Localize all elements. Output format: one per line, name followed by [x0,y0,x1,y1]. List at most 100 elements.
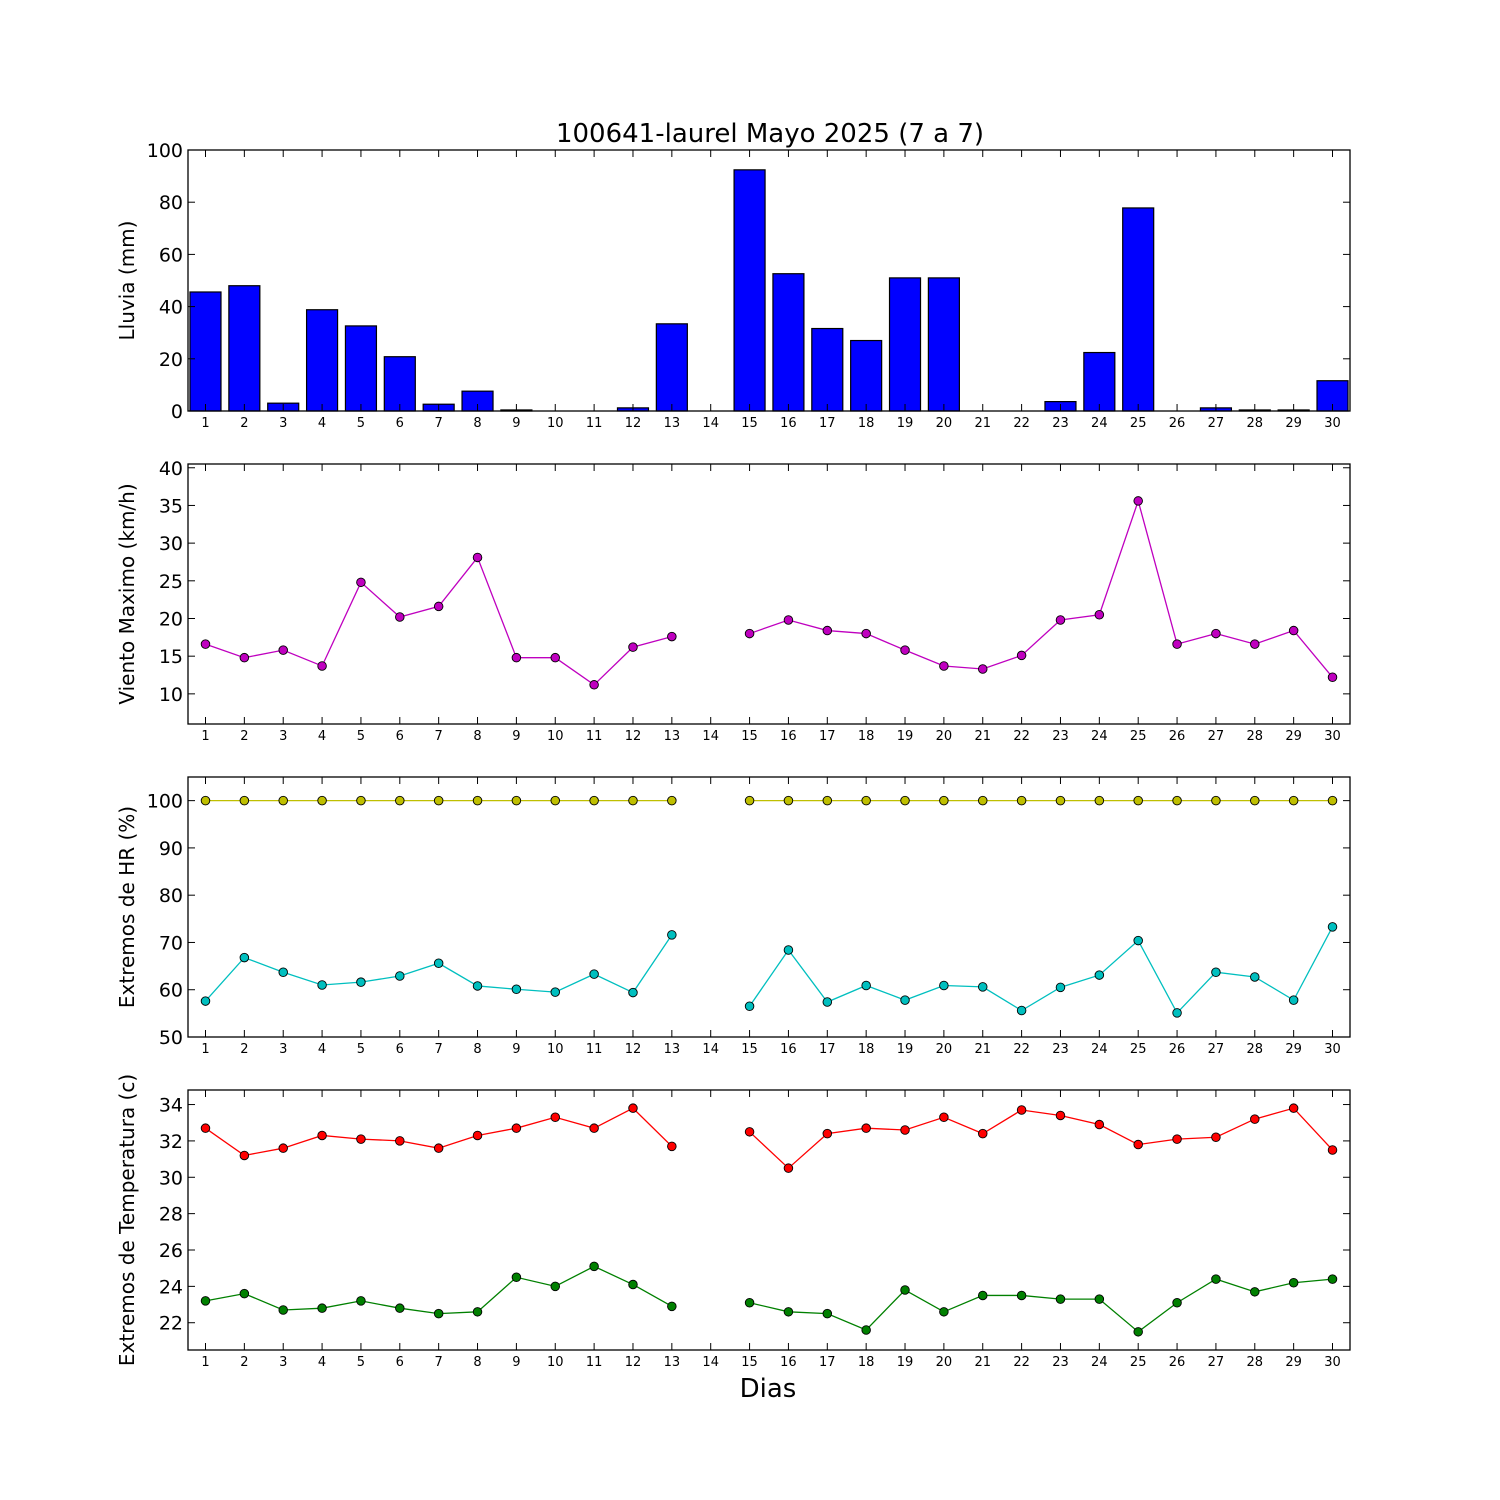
x-tick-label: 20 [936,1355,953,1370]
series-line [749,926,1334,1014]
data-point [1172,1134,1182,1144]
x-tick-label: 9 [512,729,520,744]
data-point [628,642,638,652]
data-point [1055,1110,1066,1121]
data-point [900,645,910,655]
bar [772,273,805,412]
x-tick-label: 27 [1208,729,1225,744]
series-line [749,1107,1333,1170]
x-tick-label: 4 [318,1042,326,1057]
data-point [628,1279,638,1290]
data-point [783,615,794,625]
x-tick-label: 3 [279,1355,287,1370]
data-point [1133,1327,1143,1337]
data-point [1016,1005,1027,1016]
data-point [317,1130,327,1141]
y-tick-label: 0 [171,401,183,423]
data-point [239,952,250,963]
y-tick-label: 32 [159,1131,183,1153]
data-point [1055,615,1066,625]
data-point [900,1285,910,1295]
data-point [511,795,522,806]
x-tick-label: 13 [664,1355,681,1370]
x-tick-label: 11 [586,1355,603,1370]
y-tick-label: 30 [159,533,183,555]
data-point [783,945,794,955]
x-tick-label: 4 [318,729,326,744]
data-point [1094,1119,1105,1130]
x-tick-label: 15 [741,416,758,431]
data-point [395,795,405,806]
x-tick-label: 23 [1052,729,1069,744]
x-tick-label: 3 [279,729,287,744]
x-tick-label: 29 [1285,729,1302,744]
bar [189,291,222,412]
data-point [1288,795,1299,806]
x-tick-label: 24 [1091,729,1108,744]
x-tick-label: 19 [897,1355,914,1370]
data-point [550,652,561,663]
x-tick-label: 5 [357,1355,365,1370]
data-point [200,1123,211,1133]
data-point [278,1143,288,1153]
bar [1122,207,1155,412]
data-point [628,795,638,806]
data-point [317,1303,327,1313]
y-axis-label: Viento Maximo (km/h) [115,483,139,704]
y-tick-label: 60 [159,244,183,266]
data-point [550,1112,561,1123]
data-point [667,1141,677,1152]
data-point [511,1272,522,1283]
data-point [861,1123,871,1133]
x-tick-label: 28 [1247,1355,1264,1370]
x-tick-label: 10 [547,1355,564,1370]
data-point [356,1296,366,1306]
data-point [200,795,211,806]
y-tick-label: 30 [159,1167,183,1189]
data-point [1133,795,1143,806]
axes-frame [187,1089,1351,1351]
x-tick-label: 8 [473,729,481,744]
x-tick-label: 17 [819,1042,836,1057]
data-point [200,996,211,1006]
x-tick-label: 24 [1091,416,1108,431]
x-tick-label: 12 [625,1355,642,1370]
data-point [511,984,522,995]
data-point [1055,1294,1066,1304]
data-point [239,795,250,806]
y-tick-label: 22 [159,1313,183,1335]
x-tick-label: 17 [819,729,836,744]
data-point [667,795,677,806]
data-point [861,795,871,806]
x-tick-label: 7 [435,416,443,431]
data-point [1250,639,1260,649]
data-point [977,1128,988,1139]
x-tick-label: 5 [357,1042,365,1057]
data-point [977,795,988,806]
x-tick-label: 2 [240,1042,248,1057]
y-tick-label: 10 [159,684,183,706]
data-point [1094,970,1105,980]
data-point [628,1103,638,1113]
data-point [356,1134,366,1144]
data-point [1288,1277,1299,1288]
x-tick-label: 25 [1130,1042,1147,1057]
data-point [783,1307,794,1317]
x-tick-label: 13 [664,1042,681,1057]
data-point [1211,1132,1221,1143]
x-tick-label: 12 [625,416,642,431]
data-point [472,1130,483,1141]
series-line [749,1278,1333,1333]
data-point [628,987,638,998]
x-tick-label: 4 [318,416,326,431]
x-tick-label: 3 [279,416,287,431]
x-tick-label: 30 [1324,1355,1341,1370]
x-tick-label: 20 [936,416,953,431]
data-point [200,639,211,649]
data-point [900,1125,910,1135]
x-tick-label: 3 [279,1042,287,1057]
data-point [1250,1287,1260,1297]
x-tick-label: 20 [936,1042,953,1057]
